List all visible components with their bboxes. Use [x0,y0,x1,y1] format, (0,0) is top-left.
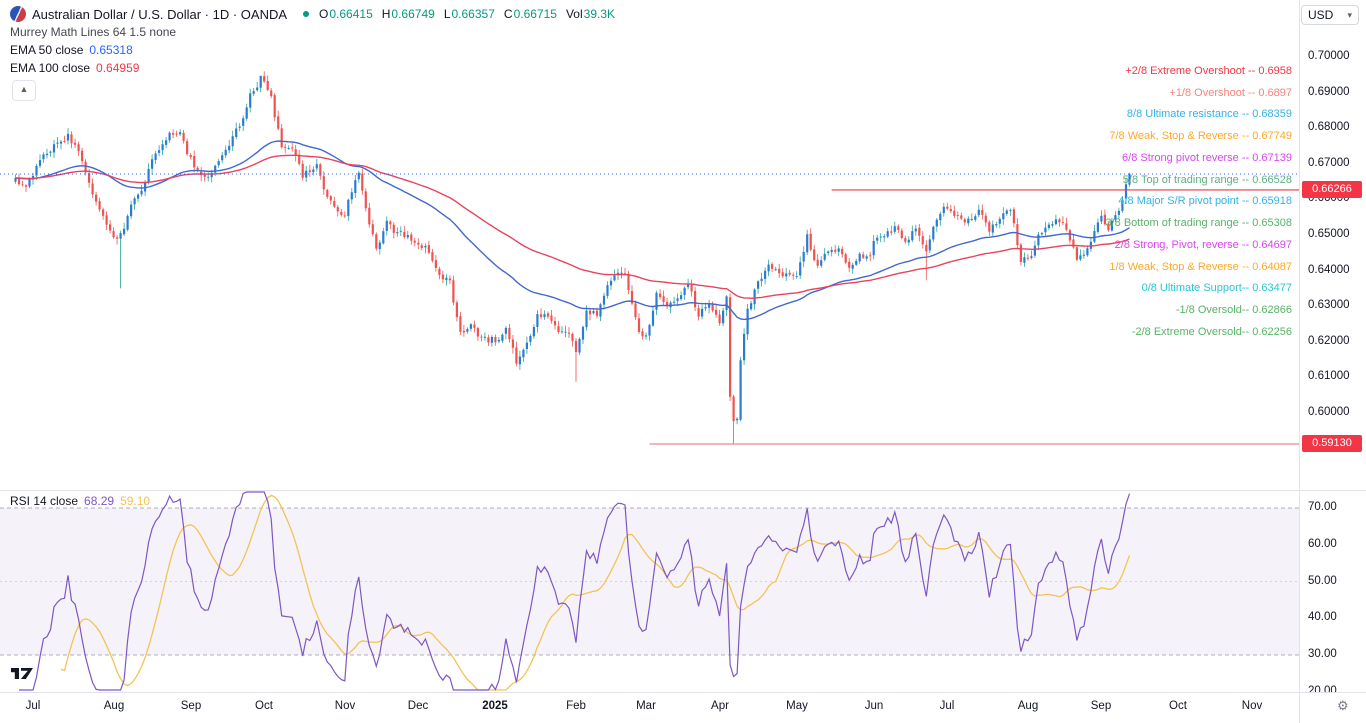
time-tick: Aug [1017,700,1039,712]
low-label: L [443,7,451,21]
time-tick: Sep [1090,700,1112,712]
rsi-chart-canvas[interactable] [0,490,1299,692]
ohlc-values: O 0.66415 H 0.66749 L 0.66357 C 0.66715 Vol 3… [319,7,615,21]
ema50-legend[interactable]: EMA 50 close 0.65318 [10,43,133,57]
time-tick: Jul [939,700,955,712]
symbol-title: Australian Dollar / U.S. Dollar · 1D · O… [32,6,288,22]
high-value: 0.66749 [391,7,435,21]
rsi-ma-value: 59.10 [120,494,151,508]
tradingview-logo[interactable] [10,665,36,681]
symbol-legend[interactable]: Australian Dollar / U.S. Dollar · 1D · O… [10,6,615,22]
rsi-tick: 70.00 [1308,501,1337,513]
currency-selector[interactable]: USD ▾ [1301,5,1359,25]
price-badge: 0.66266 [1302,181,1362,199]
rsi-legend[interactable]: RSI 14 close 68.29 59.10 [10,494,150,508]
time-tick: May [786,700,808,712]
price-chart-canvas[interactable] [0,0,1299,490]
ema100-label: EMA 100 close [10,61,91,75]
rsi-tick: 60.00 [1308,537,1337,550]
rsi-tick: 40.00 [1308,611,1337,624]
currency-label: USD [1308,8,1334,22]
murrey-level-label: 1/8 Weak, Stop & Reverse -- 0.64087 [1109,260,1292,273]
ema50-label: EMA 50 close [10,43,84,57]
high-label: H [381,7,391,21]
time-tick: Nov [334,700,356,712]
price-tick: 0.65000 [1308,228,1350,240]
open-label: O [319,7,329,21]
time-tick: Aug [103,700,125,712]
price-badge: 0.59130 [1302,435,1362,453]
market-status-dot [303,11,310,17]
price-tick: 0.67000 [1308,156,1350,169]
murrey-level-label: 5/8 Top of trading range -- 0.66528 [1122,173,1292,186]
collapse-pane-button[interactable]: ▲ [12,80,36,101]
murrey-level-label: 2/8 Strong, Pivot, reverse -- 0.64697 [1114,238,1292,251]
time-tick: Oct [1169,700,1187,712]
price-tick: 0.60000 [1308,406,1350,418]
price-axis-divider [1299,0,1300,723]
time-tick: Feb [566,700,586,712]
murrey-level-label: 7/8 Weak, Stop & Reverse -- 0.67749 [1109,130,1292,143]
volume-value: 39.3K [583,7,615,21]
gear-icon[interactable]: ⚙ [1337,698,1349,713]
time-tick: Jul [25,700,41,712]
price-tick: 0.68000 [1308,121,1350,134]
murrey-level-label: +1/8 Overshoot -- 0.6897 [1169,86,1292,99]
price-tick: 0.70000 [1308,50,1350,62]
price-tick: 0.64000 [1308,263,1350,276]
low-value: 0.66357 [451,7,495,21]
rsi-value: 68.29 [84,494,115,508]
rsi-tick: 20.00 [1308,684,1337,692]
close-label: C [503,7,513,21]
rsi-label: RSI 14 close [10,494,79,508]
murrey-indicator-title: Murrey Math Lines 64 1.5 none [10,25,177,39]
murrey-level-label: -2/8 Extreme Oversold-- 0.62256 [1131,325,1292,338]
ema100-legend[interactable]: EMA 100 close 0.64959 [10,61,139,75]
murrey-level-label: 0/8 Ultimate Support-- 0.63477 [1141,282,1292,295]
rsi-axis[interactable]: 70.00 60.00 50.00 40.00 30.00 20.00 [1299,490,1366,692]
close-value: 0.66715 [513,7,557,21]
ema100-value: 0.64959 [96,61,140,75]
murrey-level-label: +2/8 Extreme Overshoot -- 0.6958 [1125,64,1292,77]
symbol-icon [10,6,26,22]
ema50-value: 0.65318 [89,43,133,57]
time-tick: Mar [636,700,656,712]
price-tick: 0.61000 [1308,370,1350,383]
time-tick: 2025 [482,700,508,712]
chevron-down-icon: ▾ [1347,9,1352,20]
time-tick: Nov [1241,700,1263,712]
price-tick: 0.62000 [1308,334,1350,347]
murrey-level-label: 8/8 Ultimate resistance -- 0.68359 [1126,108,1292,121]
time-tick: Oct [255,700,273,712]
murrey-level-label: 3/8 Bottom of trading range -- 0.65308 [1105,217,1292,230]
murrey-level-label: -1/8 Oversold-- 0.62866 [1175,303,1292,316]
volume-label: Vol [565,7,583,21]
pane-divider[interactable] [0,490,1366,491]
open-value: 0.66415 [329,7,373,21]
time-tick: Apr [711,700,729,712]
time-tick: Jun [864,700,884,712]
time-tick: Sep [180,700,202,712]
rsi-tick: 30.00 [1308,648,1337,660]
time-tick: Dec [407,700,429,712]
rsi-tick: 50.00 [1308,574,1337,587]
murrey-level-label: 6/8 Strong pivot reverse -- 0.67139 [1122,151,1292,164]
murrey-indicator-legend[interactable]: Murrey Math Lines 64 1.5 none [10,25,176,39]
price-tick: 0.63000 [1308,299,1350,312]
murrey-level-label: 4/8 Major S/R pivot point -- 0.65918 [1118,195,1292,208]
price-tick: 0.69000 [1308,85,1350,98]
time-axis-divider [0,692,1366,693]
